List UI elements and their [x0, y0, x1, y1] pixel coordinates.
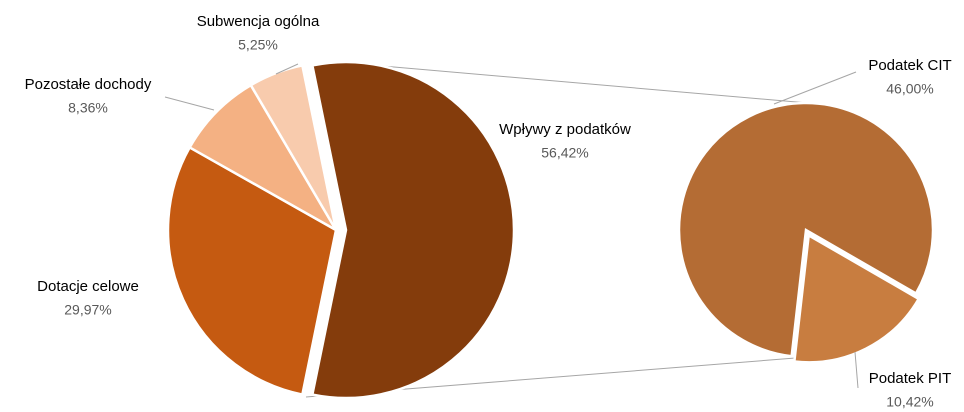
leader-line	[164, 96, 215, 111]
slice-value: 10,42%	[886, 394, 933, 410]
slice-value: 29,97%	[64, 302, 111, 318]
leaders	[164, 63, 859, 389]
slice-value: 5,25%	[238, 37, 278, 53]
pie-slice	[792, 233, 921, 364]
slice-name: Subwencja ogólna	[197, 13, 320, 30]
leader-line	[275, 63, 299, 75]
slice-value: 46,00%	[886, 81, 933, 97]
leader-line	[854, 351, 859, 389]
pie-slice	[249, 63, 338, 231]
pie-slice	[166, 145, 338, 397]
labels: Wpływy z podatków 56,42% Dotacje celowe 29,…	[25, 13, 952, 410]
slice-name: Dotacje celowe	[37, 278, 139, 295]
slice-value: 8,36%	[68, 100, 108, 116]
slice-name: Podatek CIT	[868, 57, 951, 74]
pie-slice	[310, 60, 516, 400]
slice-value: 56,42%	[541, 145, 588, 161]
slice-name: Podatek PIT	[869, 370, 952, 387]
pie-slice	[188, 83, 340, 234]
slice-name: Wpływy z podatków	[499, 121, 631, 138]
slice-name: Pozostałe dochody	[25, 76, 152, 93]
leader-line	[773, 71, 857, 105]
connector-line	[359, 63, 809, 104]
pies	[166, 60, 935, 400]
pie-slice	[677, 101, 935, 358]
